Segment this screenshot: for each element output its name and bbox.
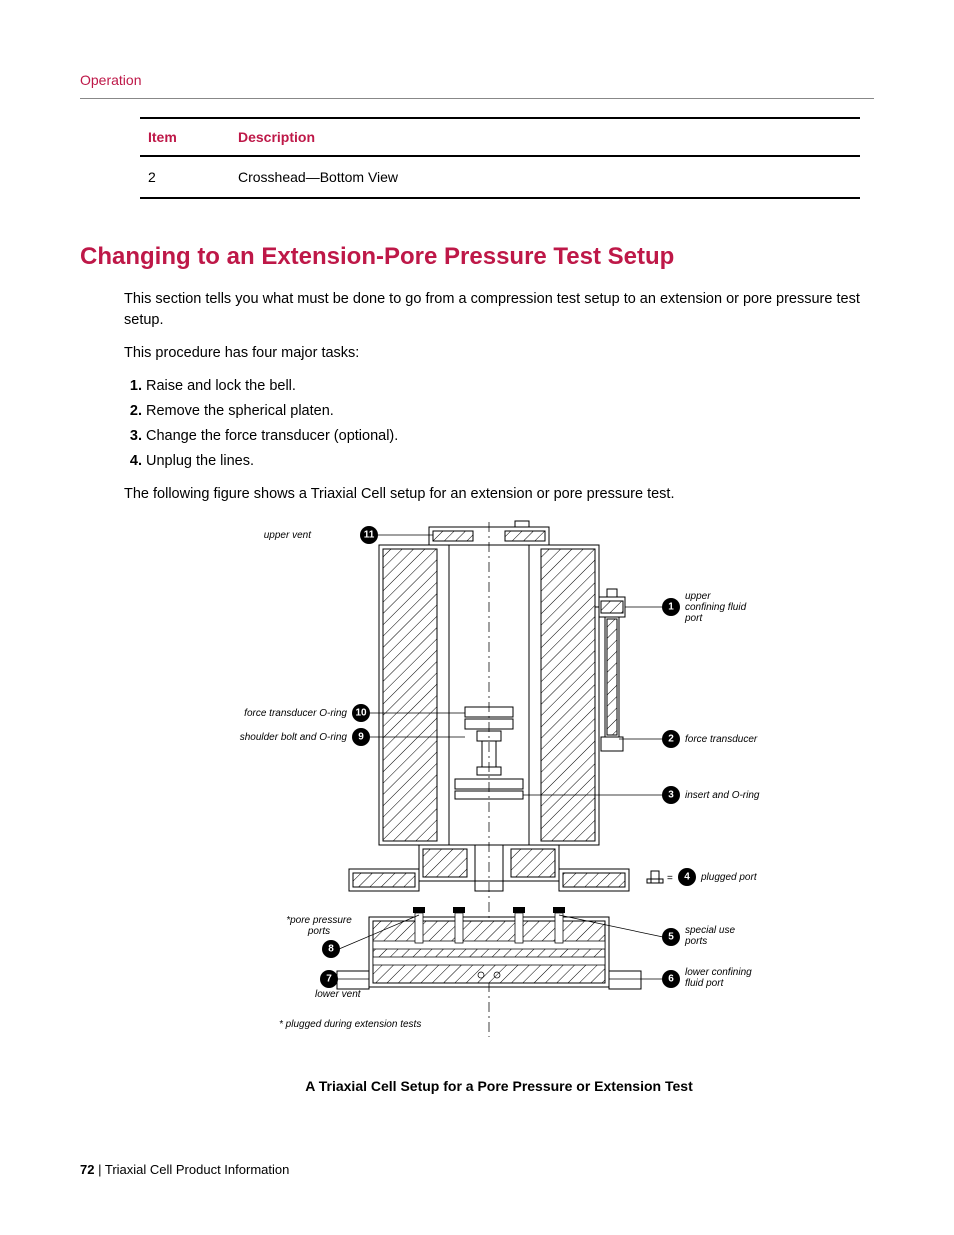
- task-item: Remove the spherical platen.: [146, 401, 874, 422]
- task-item: Change the force transducer (optional).: [146, 426, 874, 447]
- callout-label-5b: ports: [684, 936, 707, 947]
- table-header-description: Description: [230, 118, 860, 156]
- callout-label-10: force transducer O-ring: [244, 708, 347, 719]
- svg-text:9: 9: [358, 732, 364, 743]
- triaxial-figure: =: [219, 517, 779, 1096]
- section-header: Operation: [80, 72, 874, 88]
- svg-text:3: 3: [668, 790, 674, 801]
- figure-caption: A Triaxial Cell Setup for a Pore Pressur…: [219, 1076, 779, 1096]
- callout-label-9: shoulder bolt and O-ring: [240, 732, 348, 743]
- callout-label-11: upper vent: [264, 530, 312, 541]
- table-row: 2 Crosshead—Bottom View: [140, 156, 860, 198]
- svg-text:7: 7: [326, 974, 332, 985]
- callout-label-5a: special use: [685, 925, 735, 936]
- footer-sep: |: [98, 1162, 105, 1177]
- triaxial-diagram-svg: =: [219, 517, 779, 1057]
- footer-doc-title: Triaxial Cell Product Information: [105, 1162, 289, 1177]
- table-cell-description: Crosshead—Bottom View: [230, 156, 860, 198]
- lead-out-paragraph: The following figure shows a Triaxial Ce…: [124, 484, 874, 505]
- intro-paragraph-1: This section tells you what must be done…: [124, 289, 874, 331]
- callout-label-1b: confining fluid: [685, 602, 747, 613]
- svg-text:6: 6: [668, 974, 674, 985]
- svg-text:8: 8: [328, 944, 334, 955]
- page-title: Changing to an Extension-Pore Pressure T…: [80, 243, 874, 271]
- callout-label-8b: ports: [307, 926, 330, 937]
- callout-label-4: plugged port: [700, 872, 758, 883]
- callout-label-6b: fluid port: [685, 978, 725, 989]
- svg-text:1: 1: [668, 602, 674, 613]
- svg-text:11: 11: [364, 530, 375, 541]
- page-number: 72: [80, 1162, 94, 1177]
- intro-paragraph-2: This procedure has four major tasks:: [124, 343, 874, 364]
- callout-label-6a: lower confining: [685, 967, 752, 978]
- table-header-item: Item: [140, 118, 230, 156]
- task-item: Raise and lock the bell.: [146, 376, 874, 397]
- callout-label-1c: port: [684, 613, 703, 624]
- callout-label-2: force transducer: [685, 734, 758, 745]
- task-item: Unplug the lines.: [146, 451, 874, 472]
- svg-text:4: 4: [684, 872, 690, 883]
- svg-text:=: =: [667, 873, 673, 884]
- task-list: Raise and lock the bell. Remove the sphe…: [124, 376, 874, 472]
- item-description-table: Item Description 2 Crosshead—Bottom View: [140, 117, 860, 199]
- callout-label-8a: *pore pressure: [286, 915, 352, 926]
- svg-text:2: 2: [668, 734, 674, 745]
- callout-label-1a: upper: [685, 591, 711, 602]
- figure-footnote: * plugged during extension tests: [279, 1019, 421, 1030]
- svg-text:5: 5: [668, 932, 674, 943]
- table-cell-item: 2: [140, 156, 230, 198]
- svg-text:10: 10: [355, 708, 367, 719]
- page-footer: 72 | Triaxial Cell Product Information: [80, 1162, 289, 1177]
- callout-label-7: lower vent: [315, 989, 362, 1000]
- callout-label-3: insert and O-ring: [685, 790, 760, 801]
- header-rule: [80, 98, 874, 99]
